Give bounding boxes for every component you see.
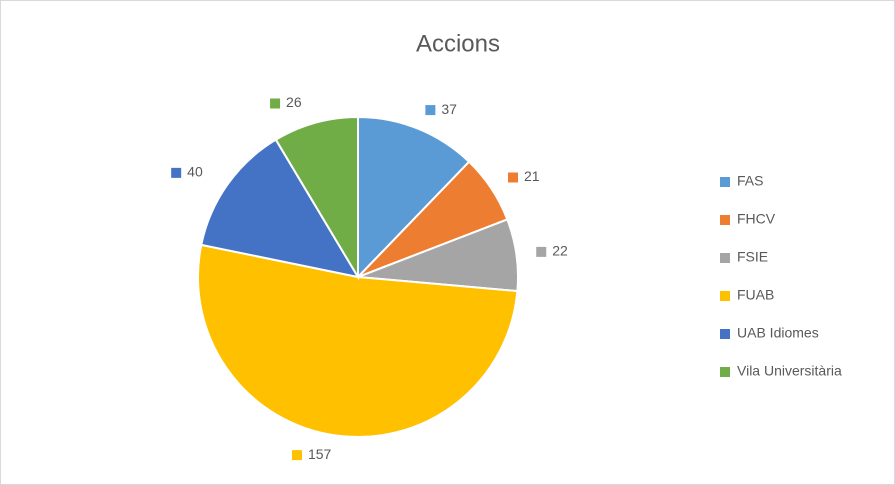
data-label-key (425, 105, 436, 116)
legend-key (720, 253, 730, 263)
data-label-key (291, 450, 302, 461)
legend-key (720, 367, 730, 377)
legend-label: UAB Idiomes (737, 325, 819, 341)
data-label: 21 (524, 168, 540, 184)
pie-slice (197, 243, 519, 438)
legend-key (720, 177, 730, 187)
data-label-key (270, 98, 281, 109)
legend-key (720, 215, 730, 225)
data-label: 37 (441, 101, 457, 117)
pie-slice (274, 115, 359, 281)
chart-title: Accions (416, 30, 500, 57)
legend-label: FSIE (737, 249, 768, 265)
data-label-key (507, 172, 518, 183)
data-label: 22 (552, 243, 568, 259)
data-label: 40 (187, 164, 203, 180)
legend-label: FUAB (737, 287, 774, 303)
legend-key (720, 291, 730, 301)
data-label: 157 (308, 446, 332, 462)
data-label-key (536, 246, 547, 257)
pie-slice (357, 115, 471, 280)
data-label: 26 (286, 94, 302, 110)
legend-key (720, 329, 730, 339)
pie-slice (200, 138, 361, 279)
legend-label: Vila Universitària (737, 363, 842, 379)
data-label-key (171, 167, 182, 178)
legend-label: FAS (737, 173, 763, 189)
legend-label: FHCV (737, 211, 776, 227)
